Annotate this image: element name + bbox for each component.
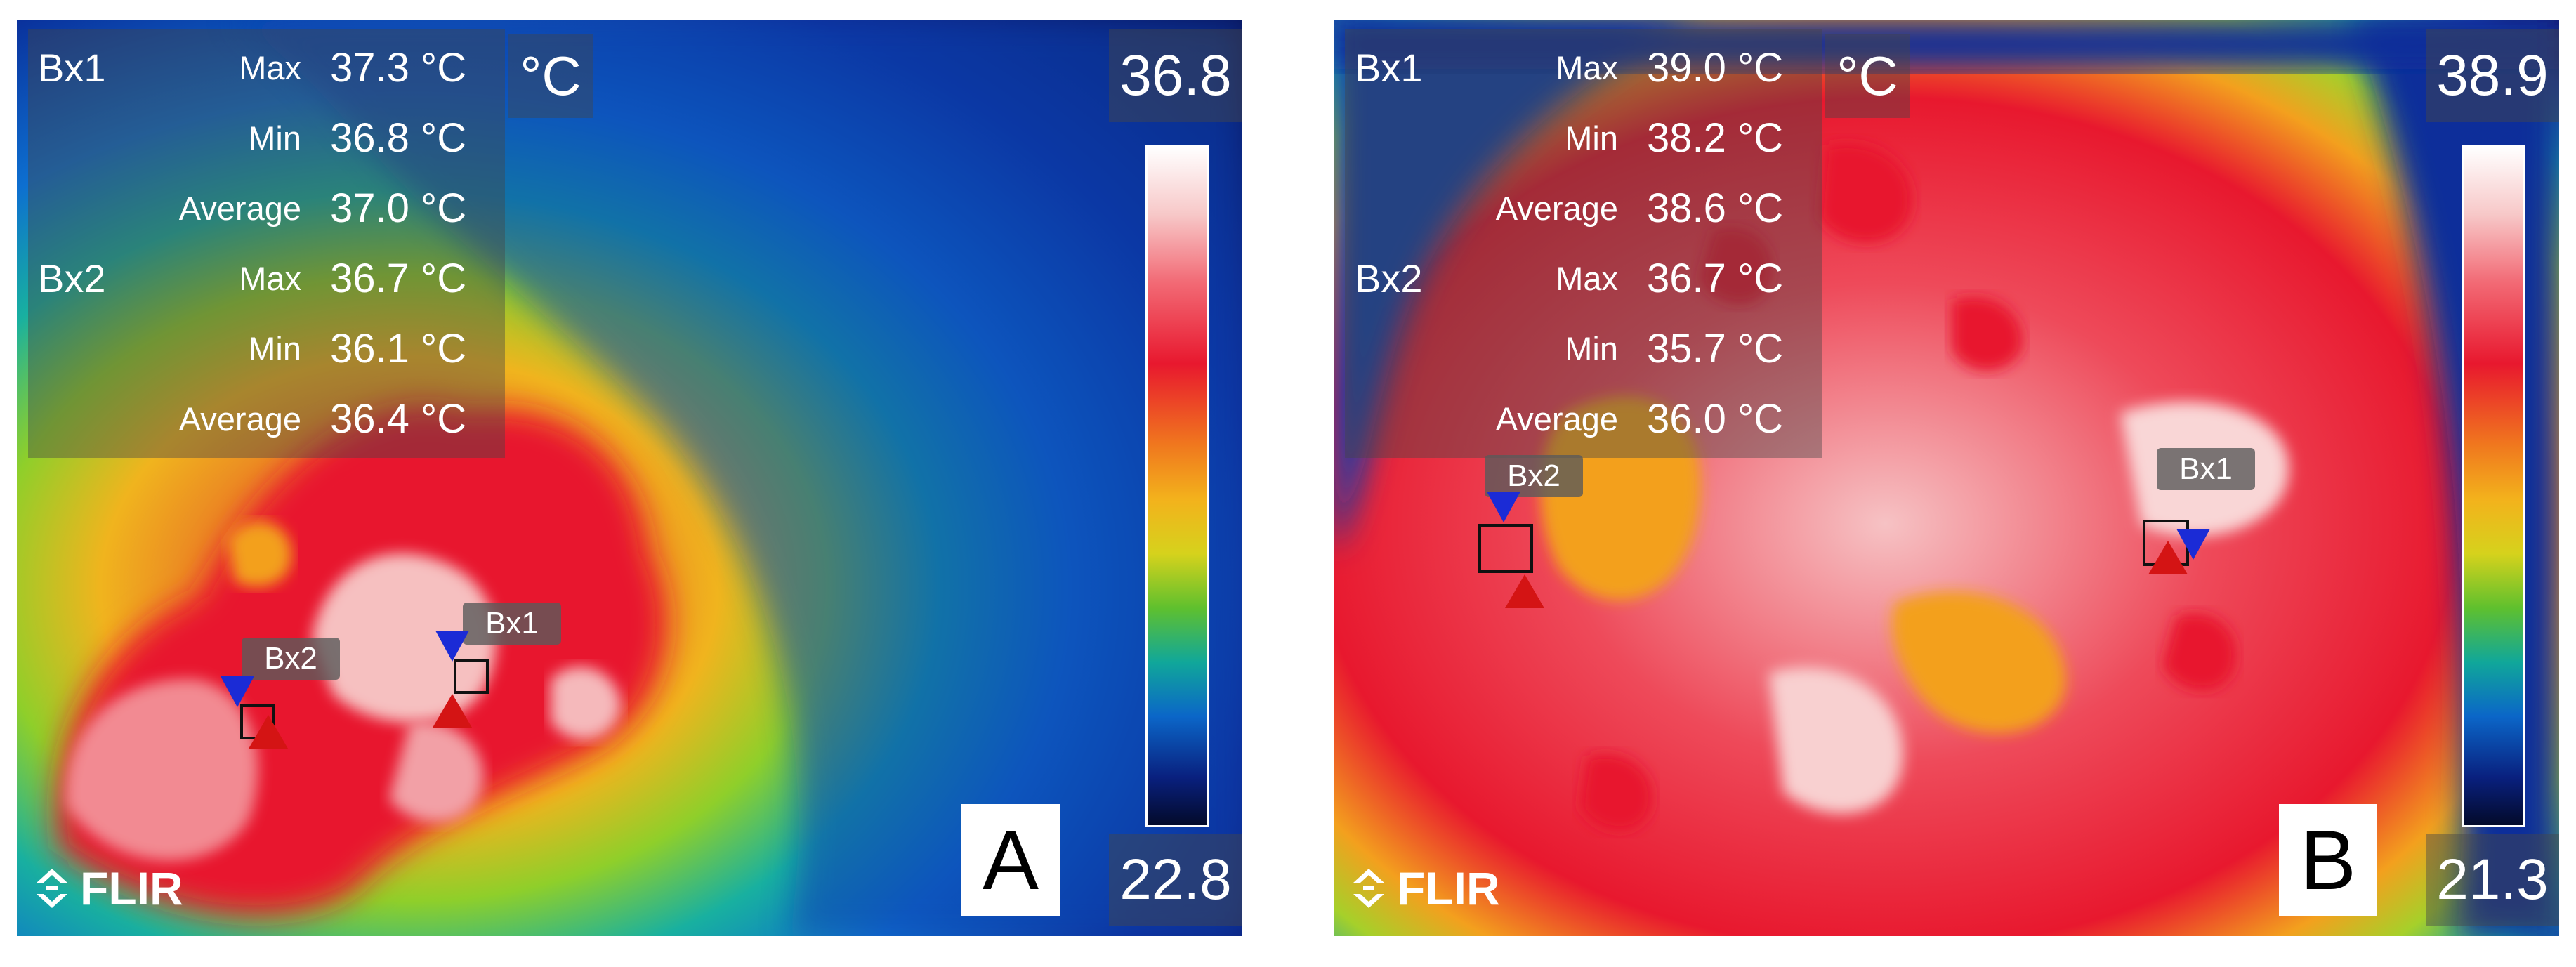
- max-point-marker-icon: [1505, 574, 1544, 608]
- panel-letter-b: B: [2279, 804, 2377, 916]
- flir-brand-text: FLIR: [80, 862, 183, 914]
- readout-value: 36.0 °C: [1647, 396, 1784, 442]
- readout-row: Average 38.6 °C: [1345, 173, 1822, 244]
- readout-value: 36.1 °C: [330, 326, 467, 371]
- readout-row: Min 38.2 °C: [1345, 103, 1822, 173]
- flir-logo-icon: [1353, 869, 1384, 908]
- readout-box-label: Bx1: [38, 46, 106, 90]
- readout-stat-label: Average: [1495, 400, 1618, 438]
- readout-row: Bx1 Max 39.0 °C: [1345, 33, 1822, 103]
- flir-logo-icon: [37, 869, 67, 908]
- panel-letter-a: A: [961, 804, 1060, 916]
- flir-logo: FLIR: [1348, 860, 1500, 916]
- readout-value: 36.4 °C: [330, 396, 467, 442]
- scale-max-value: 36.8: [1109, 29, 1242, 122]
- bx1-marker-label: Bx1: [2157, 448, 2255, 490]
- bx2-marker-label: Bx2: [242, 638, 340, 680]
- scale-max-value: 38.9: [2426, 29, 2559, 122]
- bx1-marker-label: Bx1: [463, 603, 561, 645]
- color-scale-bar: [1145, 145, 1209, 827]
- readout-box-label: Bx1: [1355, 46, 1423, 90]
- scale-min-value: 22.8: [1109, 834, 1242, 926]
- max-point-marker-icon: [249, 715, 288, 749]
- measurement-readout-b: Bx1 Max 39.0 °C Min 38.2 °C Average 38.6…: [1345, 29, 1822, 458]
- readout-row: Average 37.0 °C: [28, 173, 505, 244]
- readout-value: 36.7 °C: [330, 256, 467, 301]
- readout-value: 37.3 °C: [330, 45, 467, 91]
- readout-row: Average 36.0 °C: [1345, 384, 1822, 454]
- max-point-marker-icon: [433, 694, 472, 728]
- readout-row: Min 35.7 °C: [1345, 314, 1822, 384]
- temperature-unit-label: °C: [1825, 34, 1910, 118]
- readout-row: Bx1 Max 37.3 °C: [28, 33, 505, 103]
- readout-row: Min 36.8 °C: [28, 103, 505, 173]
- readout-row: Bx2 Max 36.7 °C: [1345, 244, 1822, 314]
- readout-row: Average 36.4 °C: [28, 384, 505, 454]
- min-point-marker-icon: [435, 631, 469, 662]
- readout-stat-label: Min: [1565, 330, 1618, 367]
- measurement-readout-a: Bx1 Max 37.3 °C Min 36.8 °C Average 37.0…: [28, 29, 505, 458]
- readout-stat-label: Min: [1565, 119, 1618, 157]
- readout-stat-label: Min: [248, 330, 301, 367]
- bx2-measurement-box[interactable]: [1478, 524, 1533, 573]
- bx2-marker-label: Bx2: [1485, 455, 1583, 497]
- readout-row: Min 36.1 °C: [28, 314, 505, 384]
- readout-row: Bx2 Max 36.7 °C: [28, 244, 505, 314]
- temperature-unit-label: °C: [508, 34, 593, 118]
- readout-box-label: Bx2: [38, 256, 106, 301]
- readout-value: 36.7 °C: [1647, 256, 1784, 301]
- min-point-marker-icon: [221, 676, 254, 707]
- flir-brand-text: FLIR: [1397, 862, 1500, 914]
- readout-value: 36.8 °C: [330, 115, 467, 161]
- readout-box-label: Bx2: [1355, 256, 1423, 301]
- readout-stat-label: Max: [239, 260, 301, 297]
- readout-value: 37.0 °C: [330, 185, 467, 231]
- readout-stat-label: Average: [178, 190, 301, 227]
- thermal-panel-b: Bx1 Max 39.0 °C Min 38.2 °C Average 38.6…: [1334, 20, 2559, 936]
- readout-stat-label: Average: [178, 400, 301, 438]
- max-point-marker-icon: [2148, 541, 2188, 574]
- readout-value: 35.7 °C: [1647, 326, 1784, 371]
- readout-stat-label: Max: [1556, 49, 1618, 86]
- min-point-marker-icon: [1487, 492, 1520, 522]
- readout-value: 38.6 °C: [1647, 185, 1784, 231]
- color-scale-bar: [2462, 145, 2525, 827]
- readout-value: 39.0 °C: [1647, 45, 1784, 91]
- readout-stat-label: Min: [248, 119, 301, 157]
- bx1-measurement-box[interactable]: [454, 659, 489, 694]
- readout-value: 38.2 °C: [1647, 115, 1784, 161]
- thermal-panel-a: Bx1 Max 37.3 °C Min 36.8 °C Average 37.0…: [17, 20, 1242, 936]
- thermal-image-a: [17, 20, 1242, 936]
- readout-stat-label: Max: [1556, 260, 1618, 297]
- flir-logo: FLIR: [31, 860, 183, 916]
- scale-min-value: 21.3: [2426, 834, 2559, 926]
- readout-stat-label: Max: [239, 49, 301, 86]
- readout-stat-label: Average: [1495, 190, 1618, 227]
